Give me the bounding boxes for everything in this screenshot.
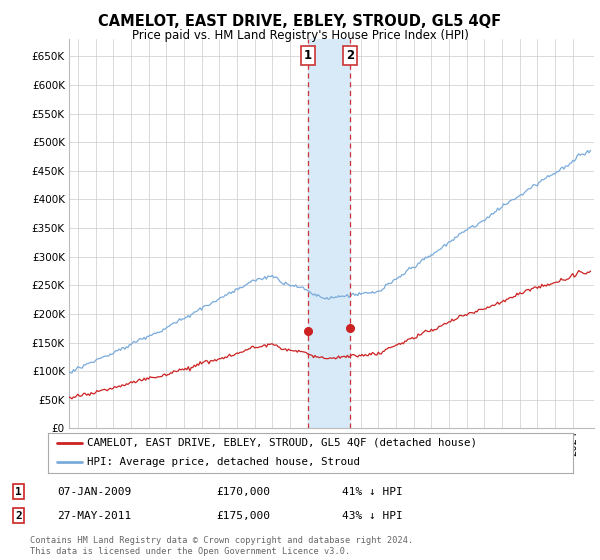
Text: 27-MAY-2011: 27-MAY-2011 [57,511,131,521]
Text: £175,000: £175,000 [216,511,270,521]
Bar [308,39,350,428]
Text: £170,000: £170,000 [216,487,270,497]
Text: Price paid vs. HM Land Registry's House Price Index (HPI): Price paid vs. HM Land Registry's House … [131,29,469,42]
Text: 1: 1 [15,487,22,497]
Text: 07-JAN-2009: 07-JAN-2009 [57,487,131,497]
Text: CAMELOT, EAST DRIVE, EBLEY, STROUD, GL5 4QF (detached house): CAMELOT, EAST DRIVE, EBLEY, STROUD, GL5 … [88,438,478,448]
Text: 41% ↓ HPI: 41% ↓ HPI [342,487,403,497]
Text: 2: 2 [346,49,354,62]
Text: 43% ↓ HPI: 43% ↓ HPI [342,511,403,521]
Text: 1: 1 [304,49,312,62]
Text: CAMELOT, EAST DRIVE, EBLEY, STROUD, GL5 4QF: CAMELOT, EAST DRIVE, EBLEY, STROUD, GL5 … [98,14,502,29]
Text: 2: 2 [15,511,22,521]
Text: HPI: Average price, detached house, Stroud: HPI: Average price, detached house, Stro… [88,457,361,467]
Text: Contains HM Land Registry data © Crown copyright and database right 2024.
This d: Contains HM Land Registry data © Crown c… [30,536,413,556]
